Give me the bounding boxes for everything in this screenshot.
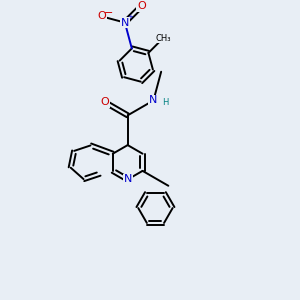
Text: N: N <box>149 95 158 106</box>
Text: O: O <box>137 1 146 11</box>
Text: −: − <box>104 8 113 18</box>
Text: O: O <box>100 97 109 107</box>
Text: CH₃: CH₃ <box>155 34 171 43</box>
Text: O: O <box>98 11 106 21</box>
Text: H: H <box>162 98 168 107</box>
Text: +: + <box>127 14 133 20</box>
Text: N: N <box>124 175 132 184</box>
Text: N: N <box>121 18 129 28</box>
